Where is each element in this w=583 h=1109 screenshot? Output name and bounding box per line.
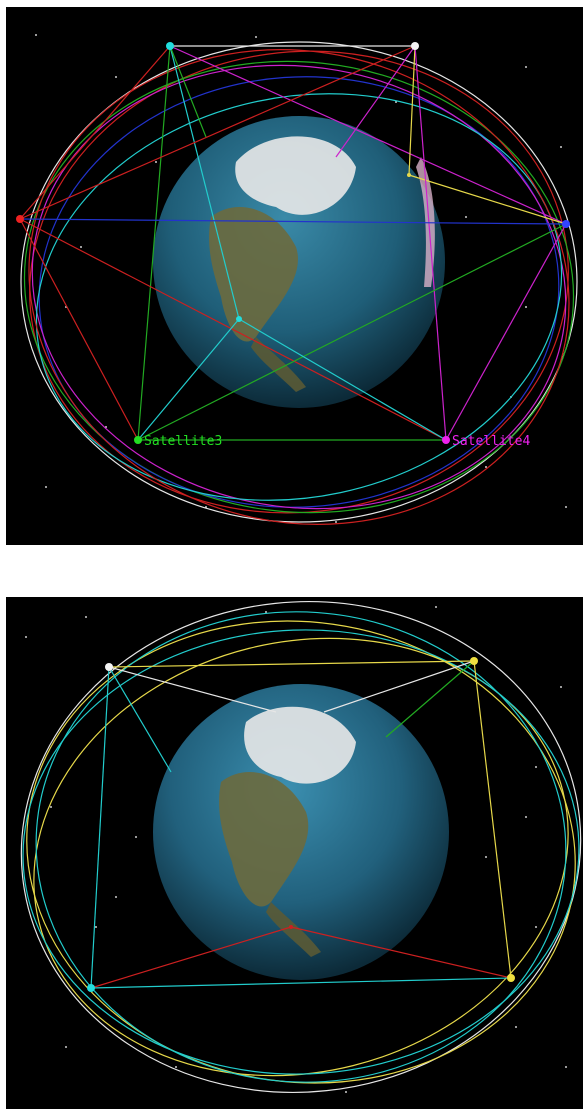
ground-station-marker xyxy=(289,925,293,929)
crosslink-lines xyxy=(19,45,567,441)
orbit-paths xyxy=(20,600,582,1094)
satellite-marker-white xyxy=(105,663,113,671)
top-globe-view: Satellite3 Satellite4 xyxy=(6,7,583,545)
satellite-markers[interactable] xyxy=(16,42,570,444)
satellite-marker-yellow-top xyxy=(470,657,478,665)
star-field xyxy=(25,606,567,1093)
satellite-marker-red xyxy=(16,215,24,223)
satellite-marker-green xyxy=(134,436,142,444)
ground-station-marker xyxy=(236,316,242,322)
crosslink-lines xyxy=(90,660,512,989)
earth-globe xyxy=(153,684,449,980)
satellite-marker-cyan xyxy=(166,42,174,50)
top-globe-scene: Satellite3 Satellite4 xyxy=(16,34,578,525)
satellite3-label: Satellite3 xyxy=(144,434,222,449)
satellite-marker-yellow-bottom xyxy=(507,974,515,982)
bottom-globe-scene xyxy=(20,600,582,1094)
satellite-marker-white xyxy=(411,42,419,50)
star-field xyxy=(35,34,567,523)
satellite-markers[interactable] xyxy=(87,657,515,992)
satellite4-label: Satellite4 xyxy=(452,434,530,449)
bottom-globe-view xyxy=(6,597,583,1109)
orbit-paths xyxy=(20,41,578,525)
relay-point-marker xyxy=(407,173,411,177)
satellite-marker-blue xyxy=(562,220,570,228)
satellite-marker-cyan xyxy=(87,984,95,992)
satellite-marker-magenta xyxy=(442,436,450,444)
